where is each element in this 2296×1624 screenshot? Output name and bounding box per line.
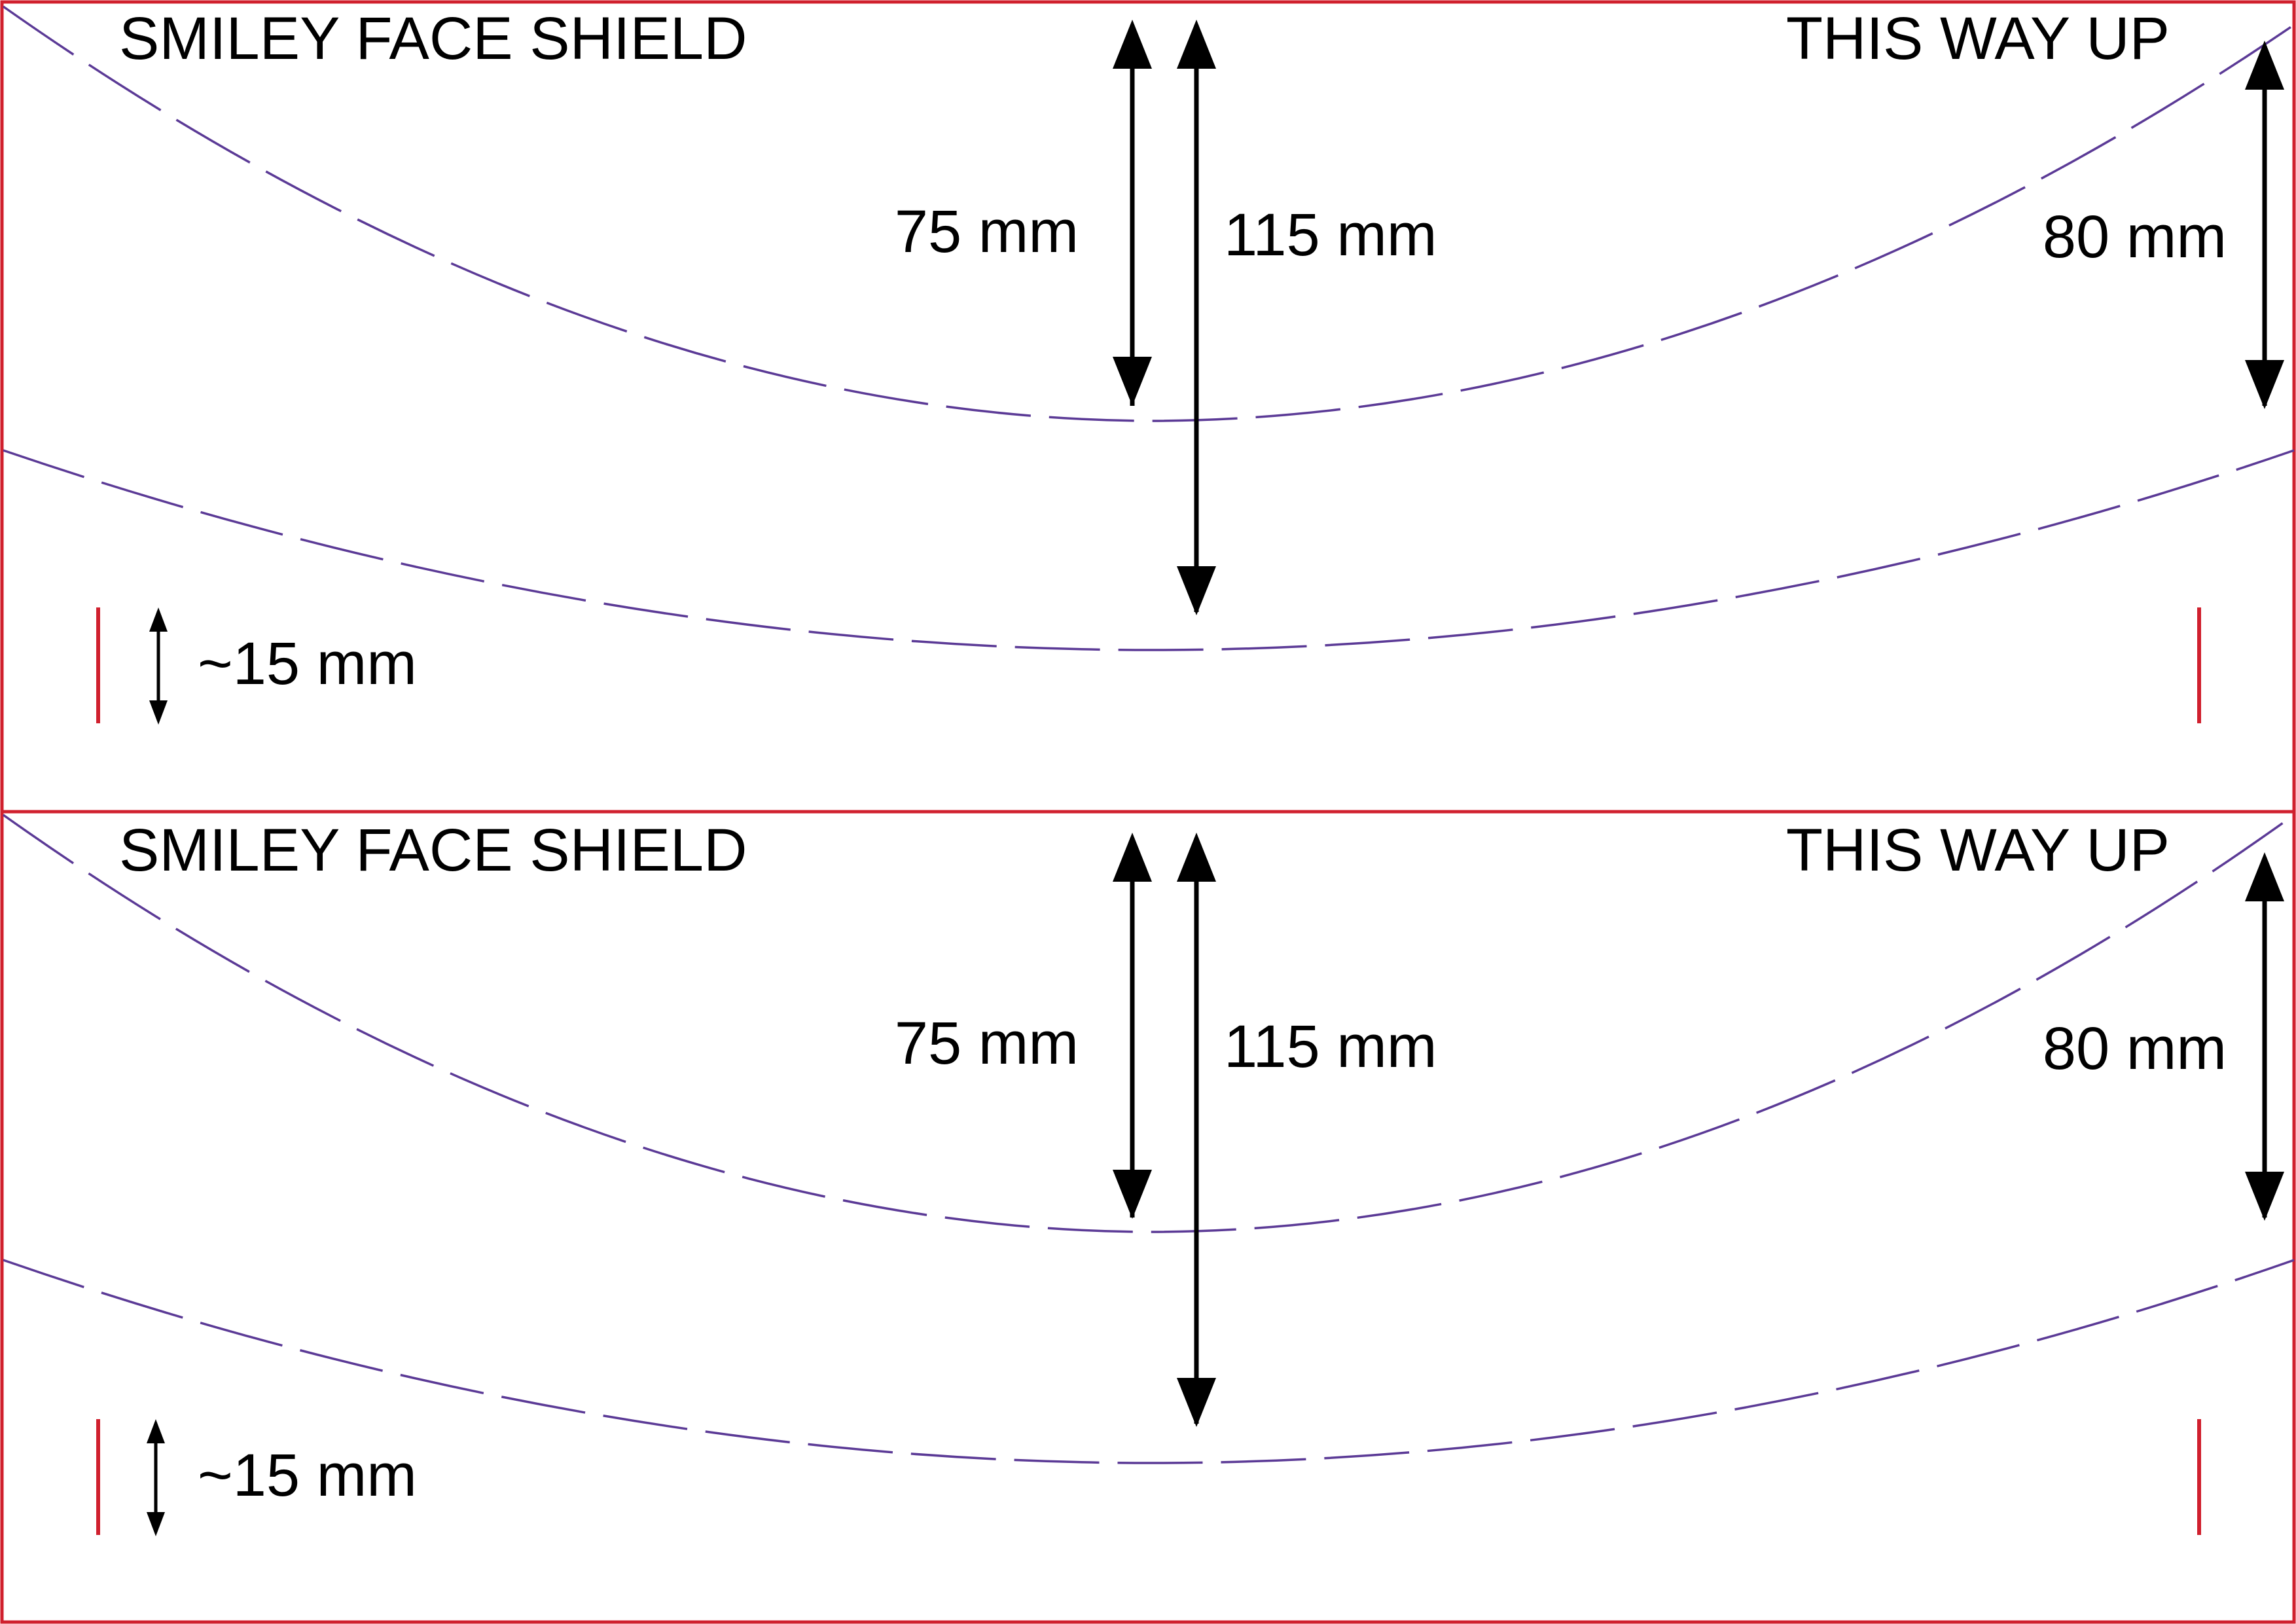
- dimension-115mm-arrow: [1177, 20, 1216, 615]
- dimension-115mm-label: 115 mm: [1224, 1013, 1437, 1080]
- dimension-15mm-arrow: [149, 607, 168, 725]
- dimension-80mm-arrow: [2245, 852, 2284, 1221]
- panel-border: [0, 810, 2296, 1624]
- upper-cut-line: [2, 5, 2295, 422]
- lower-cut-line: [3, 449, 2295, 651]
- shield-title: SMILEY FACE SHIELD: [119, 5, 747, 72]
- dimension-80mm-arrow: [2245, 41, 2284, 409]
- lower-cut-line: [3, 1259, 2295, 1464]
- dimension-15mm-label: ~15 mm: [198, 1442, 417, 1509]
- dimension-75mm-arrow: [1113, 20, 1152, 406]
- shield-title: SMILEY FACE SHIELD: [119, 817, 747, 884]
- dimension-75mm-label: 75 mm: [895, 198, 1079, 265]
- orientation-label: THIS WAY UP: [1786, 5, 2170, 72]
- upper-cut-line: [2, 814, 2295, 1233]
- template-panel-1: SMILEY FACE SHIELD THIS WAY UP 75 mm 115…: [0, 0, 2296, 814]
- dimension-115mm-label: 115 mm: [1224, 202, 1437, 268]
- dimension-75mm-label: 75 mm: [895, 1010, 1079, 1077]
- dimension-15mm-label: ~15 mm: [198, 630, 417, 697]
- dimension-15mm-arrow: [147, 1419, 165, 1536]
- template-panel-2: SMILEY FACE SHIELD THIS WAY UP 75 mm 115…: [0, 810, 2296, 1624]
- dimension-115mm-arrow: [1177, 833, 1216, 1427]
- dimension-80mm-label: 80 mm: [2043, 1015, 2227, 1082]
- dimension-80mm-label: 80 mm: [2043, 204, 2227, 270]
- orientation-label: THIS WAY UP: [1786, 817, 2170, 884]
- dimension-75mm-arrow: [1113, 833, 1152, 1219]
